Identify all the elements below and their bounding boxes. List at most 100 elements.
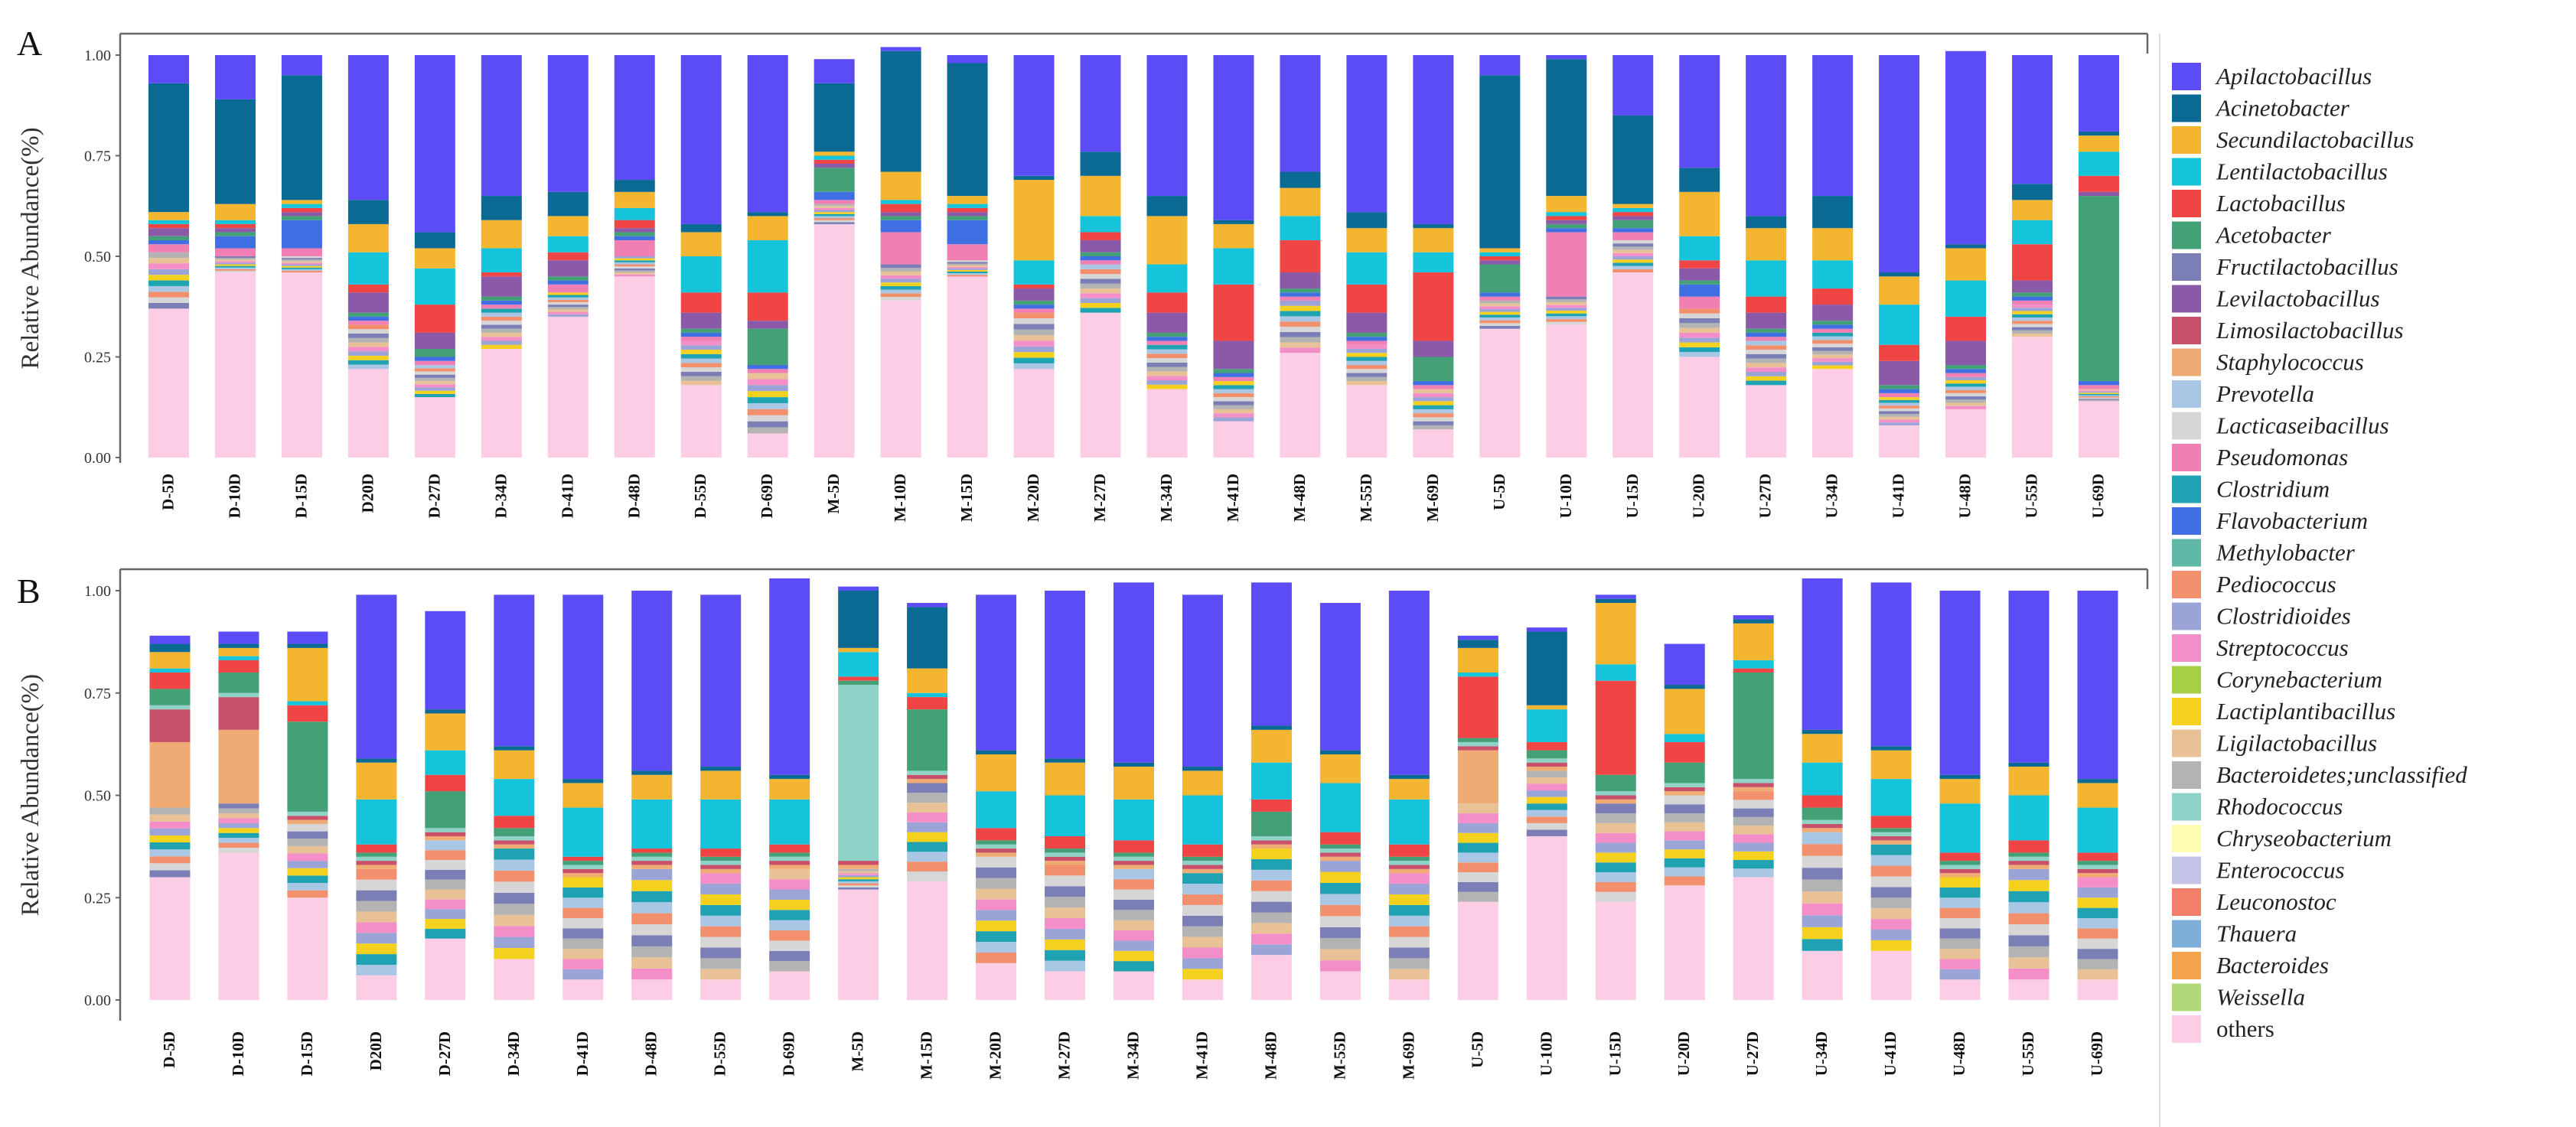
bar-segment-minor-genera xyxy=(148,275,189,281)
bar-segment-rhodococcus xyxy=(1319,849,1361,853)
bar-segment-minor-genera xyxy=(1280,316,1321,322)
bar-segment-minor-genera xyxy=(2012,327,2053,331)
bar-segment-minor-genera xyxy=(1939,928,1981,939)
bar-segment-others xyxy=(1182,979,1223,1000)
bar-segment-flavobacterium xyxy=(347,316,389,321)
bar-segment-minor-genera xyxy=(1182,894,1223,905)
bar-segment-minor-genera xyxy=(947,271,988,274)
bar-segment-minor-genera xyxy=(1013,346,1055,353)
bar-segment-minor-genera xyxy=(1479,320,1521,324)
bar-segment-minor-genera xyxy=(1546,319,1587,322)
bar-segment-minor-genera xyxy=(838,879,879,881)
bar-segment-rhodococcus xyxy=(838,685,879,862)
bar-segment-levilactobacillus xyxy=(2079,191,2120,197)
bar-segment-lentilactobacillus xyxy=(1319,783,1361,832)
bar-segment-minor-genera xyxy=(1388,969,1430,980)
bar-segment-acetobacter xyxy=(148,236,189,240)
bar-segment-minor-genera xyxy=(769,868,810,880)
bar-segment-flavobacterium xyxy=(547,280,589,285)
bar-segment-minor-genera xyxy=(2012,321,2053,324)
bar-segment-secundilactobacillus xyxy=(1319,754,1361,783)
bar-segment-others xyxy=(481,348,522,458)
bar-segment-others xyxy=(1413,429,1454,458)
bar-segment-flavobacterium xyxy=(680,332,722,337)
bar-segment-minor-genera xyxy=(1319,927,1361,939)
bar-segment-pseudomonas xyxy=(347,321,389,325)
bar-segment-limosilactobacillus xyxy=(1457,746,1498,751)
bar-segment-minor-genera xyxy=(1146,358,1188,363)
bar-segment-minor-genera xyxy=(1802,832,1843,845)
bar-segment-minor-genera xyxy=(547,314,589,317)
bar-segment-limosilactobacillus xyxy=(907,774,948,780)
bar-segment-acetobacter xyxy=(1182,856,1223,862)
bar-segment-limosilactobacillus xyxy=(425,832,466,836)
bar-segment-minor-genera xyxy=(700,873,742,884)
bar-segment-minor-genera xyxy=(2008,880,2049,891)
bar-segment-rhodococcus xyxy=(425,828,466,832)
bar-segment-limosilactobacillus xyxy=(562,868,604,874)
bar-segment-flavobacterium xyxy=(947,220,988,245)
bar-segment-minor-genera xyxy=(1346,376,1387,382)
bar-segment-minor-genera xyxy=(1546,313,1587,317)
bar-segment-minor-genera xyxy=(1546,305,1587,308)
bar-segment-acinetobacter xyxy=(287,643,328,648)
bar-segment-minor-genera xyxy=(1546,299,1587,302)
bar-segment-lactobacillus xyxy=(356,844,397,853)
bar-segment-secundilactobacillus xyxy=(149,652,191,669)
bar-segment-apilactobacillus xyxy=(1045,591,1086,759)
legend-swatch xyxy=(2172,571,2201,598)
x-category-label: U-41D xyxy=(1881,1031,1899,1076)
bar-segment-minor-genera xyxy=(425,850,466,861)
chart-panel-a: 0.00 0.25 0.50 0.75 1.00 Relative Abundance(%… xyxy=(17,32,2149,522)
bar-segment-lactobacillus xyxy=(149,673,191,689)
bar-segment-levilactobacillus xyxy=(1612,216,1654,220)
bar-segment-pseudomonas xyxy=(1546,232,1587,297)
legend-swatch xyxy=(2172,317,2201,344)
bar-segment-minor-genera xyxy=(1812,365,1854,370)
bar-segment-acinetobacter xyxy=(1479,75,1521,249)
bar-segment-minor-genera xyxy=(1612,246,1654,250)
bar-segment-minor-genera xyxy=(1802,915,1843,927)
bar-segment-lentilactobacillus xyxy=(547,236,589,252)
bar-segment-minor-genera xyxy=(547,297,589,300)
bar-segment-minor-genera xyxy=(481,321,522,325)
legend-swatch xyxy=(2172,856,2201,884)
bar-segment-lentilactobacillus xyxy=(2077,807,2118,853)
bar-segment-acinetobacter xyxy=(494,746,535,751)
bar-segment-minor-genera xyxy=(1114,879,1154,890)
bar-segment-lentilactobacillus xyxy=(1213,248,1254,285)
bar-segment-minor-genera xyxy=(356,922,397,933)
bar-segment-minor-genera xyxy=(1802,927,1843,940)
bar-segment-minor-genera xyxy=(281,269,322,271)
x-category-label: M-48D xyxy=(1290,474,1309,522)
x-category-label: U-15D xyxy=(1623,474,1642,518)
bar-segment-acinetobacter xyxy=(2079,131,2120,136)
bar-segment-minor-genera xyxy=(356,933,397,944)
bar-segment-acetobacter xyxy=(1746,328,1787,333)
bar-segment-minor-genera xyxy=(1346,360,1387,366)
legend-swatch xyxy=(2172,888,2201,916)
bar-segment-others xyxy=(1146,389,1188,458)
bar-segment-minor-genera xyxy=(547,295,589,298)
bar-segment-acinetobacter xyxy=(1280,171,1321,188)
bar-segment-minor-genera xyxy=(947,260,988,262)
bar-segment-secundilactobacillus xyxy=(1213,223,1254,249)
bar-segment-minor-genera xyxy=(838,871,879,874)
bar-segment-minor-genera xyxy=(414,371,455,375)
legend-label: Rhodococcus xyxy=(2216,793,2343,820)
bar-segment-lentilactobacillus xyxy=(747,239,788,293)
x-category-label: D-10D xyxy=(225,474,243,518)
bar-segment-apilactobacillus xyxy=(1080,55,1121,152)
bar-segment-secundilactobacillus xyxy=(214,204,256,220)
bar-segment-acinetobacter xyxy=(1045,758,1086,763)
bar-segment-minor-genera xyxy=(356,890,397,901)
bar-segment-minor-genera xyxy=(1595,822,1636,833)
bar-segment-minor-genera xyxy=(1457,862,1498,873)
bar-segment-acinetobacter xyxy=(214,99,256,204)
bar-segment-others xyxy=(1945,409,1987,458)
bar-segment-rhodococcus xyxy=(2077,865,2118,869)
bar-segment-levilactobacillus xyxy=(1280,272,1321,289)
bar-segment-limosilactobacillus xyxy=(1251,840,1292,845)
bar-segment-secundilactobacillus xyxy=(287,647,328,702)
bar-segment-flavobacterium xyxy=(880,220,921,233)
